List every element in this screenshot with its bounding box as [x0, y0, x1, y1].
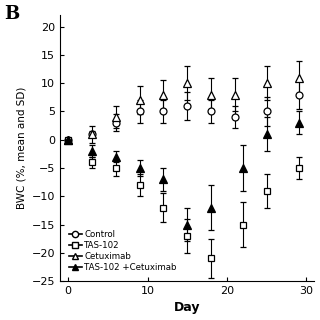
- Text: B: B: [4, 5, 20, 23]
- Y-axis label: BWC (%, mean and SD): BWC (%, mean and SD): [16, 87, 26, 209]
- X-axis label: Day: Day: [174, 301, 201, 315]
- Legend: Control, TAS-102, Cetuximab, TAS-102 +Cetuximab: Control, TAS-102, Cetuximab, TAS-102 +Ce…: [67, 228, 179, 274]
